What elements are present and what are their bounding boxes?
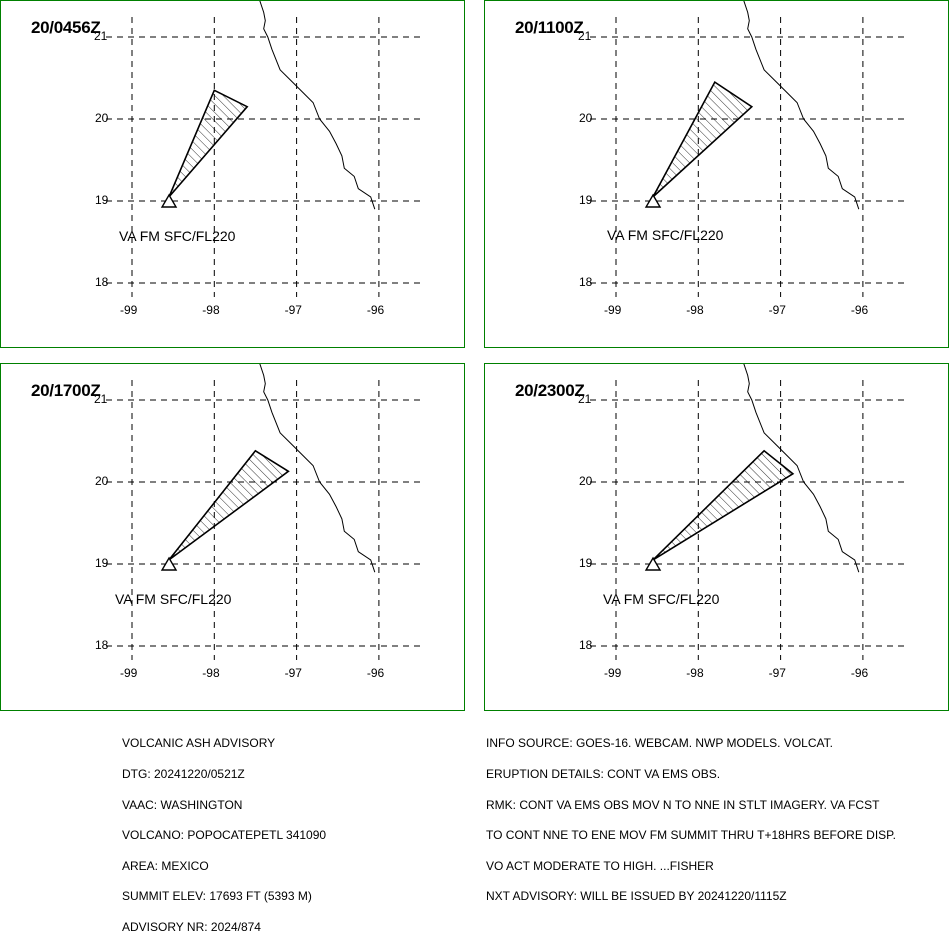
advisory-line: TO CONT NNE TO ENE MOV FM SUMMIT THRU T+… — [486, 828, 896, 843]
advisory-line: VOLCANO: POPOCATEPETL 341090 — [122, 828, 327, 843]
lat-tick-label: 21 — [578, 392, 592, 406]
lat-tick-label: 20 — [579, 111, 593, 125]
lat-tick-label: 20 — [579, 474, 593, 488]
va-label: VA FM SFC/FL220 — [119, 228, 236, 244]
advisory-line: RMK: CONT VA EMS OBS MOV N TO NNE IN STL… — [486, 797, 880, 812]
coastline — [743, 364, 860, 573]
ash-cloud-polygon — [168, 89, 249, 198]
lon-tick-label: -99 — [120, 303, 138, 317]
ash-cloud-polygon — [168, 449, 290, 561]
lon-tick-label: -99 — [604, 666, 622, 680]
lon-tick-label: -98 — [686, 303, 704, 317]
lon-tick-label: -97 — [284, 303, 302, 317]
lon-tick-label: -97 — [768, 303, 786, 317]
advisory-line: VO ACT MODERATE TO HIGH. ...FISHER — [486, 858, 714, 873]
forecast-panel-3: 20/1700Z VA FM SFC/FL220 21 20 19 18 -99 -98 -… — [0, 363, 465, 711]
map-canvas — [590, 364, 905, 660]
panel-time-label: 20/1700Z — [31, 381, 101, 400]
lon-tick-label: -96 — [366, 303, 385, 317]
advisory-line: INFO SOURCE: GOES-16. WEBCAM. NWP MODELS… — [486, 736, 833, 751]
lat-tick-label: 18 — [579, 638, 593, 652]
lat-tick-label: 18 — [95, 638, 109, 652]
volcano-icon — [644, 556, 662, 571]
lon-tick-label: -98 — [202, 303, 220, 317]
va-label: VA FM SFC/FL220 — [115, 591, 232, 607]
lat-tick-label: 21 — [94, 29, 108, 43]
lon-tick-label: -97 — [284, 666, 302, 680]
lat-tick-label: 19 — [579, 556, 593, 570]
map-canvas — [590, 1, 905, 297]
map-canvas — [106, 364, 421, 660]
lon-tick-label: -96 — [850, 303, 869, 317]
advisory-line: SUMMIT ELEV: 17693 FT (5393 M) — [122, 889, 312, 904]
lat-tick-label: 19 — [95, 193, 109, 207]
advisory-details-block: INFO SOURCE: GOES-16. WEBCAM. NWP MODELS… — [486, 718, 896, 912]
lon-tick-label: -98 — [686, 666, 704, 680]
volcano-icon — [160, 193, 178, 208]
lat-tick-label: 20 — [95, 474, 109, 488]
map-canvas — [106, 1, 421, 297]
lat-tick-label: 21 — [94, 392, 108, 406]
advisory-line: NXT ADVISORY: WILL BE ISSUED BY 20241220… — [486, 889, 787, 904]
lon-tick-label: -99 — [604, 303, 622, 317]
panel-time-label: 20/1100Z — [515, 18, 584, 37]
panel-time-label: 20/2300Z — [515, 381, 585, 400]
lon-tick-label: -98 — [202, 666, 220, 680]
advisory-line: AREA: MEXICO — [122, 858, 209, 873]
coastline — [259, 1, 376, 210]
coastline — [743, 1, 860, 210]
va-label: VA FM SFC/FL220 — [603, 591, 720, 607]
advisory-header-block: VOLCANIC ASH ADVISORY DTG: 20241220/0521… — [122, 718, 326, 942]
advisory-line: ERUPTION DETAILS: CONT VA EMS OBS. — [486, 767, 721, 781]
lat-tick-label: 18 — [95, 275, 109, 289]
lat-tick-label: 18 — [579, 275, 593, 289]
forecast-panel-2: 20/1100Z VA FM SFC/FL220 21 20 19 18 -99 -98 -… — [484, 0, 949, 348]
lon-tick-label: -96 — [366, 666, 385, 680]
advisory-line: ADVISORY NR: 2024/874 — [122, 919, 261, 934]
advisory-line: VAAC: WASHINGTON — [122, 797, 243, 812]
volcano-icon — [160, 556, 178, 571]
advisory-line: VOLCANIC ASH ADVISORY — [122, 736, 276, 751]
lon-tick-label: -96 — [850, 666, 869, 680]
forecast-panel-1: 20/0456Z VA FM SFC/FL220 21 20 19 18 -99 -98 -… — [0, 0, 465, 348]
lat-tick-label: 20 — [95, 111, 109, 125]
lat-tick-label: 19 — [579, 193, 593, 207]
ash-cloud-polygon — [652, 449, 795, 561]
ash-cloud-polygon — [652, 80, 754, 198]
va-label: VA FM SFC/FL220 — [607, 227, 724, 243]
lon-tick-label: -97 — [768, 666, 786, 680]
volcano-icon — [644, 193, 662, 208]
coastline — [259, 364, 376, 573]
advisory-line: DTG: 20241220/0521Z — [122, 767, 245, 781]
forecast-panel-4: 20/2300Z VA FM SFC/FL220 21 20 19 18 -99 -98 -… — [484, 363, 949, 711]
lat-tick-label: 21 — [578, 29, 592, 43]
lat-tick-label: 19 — [95, 556, 109, 570]
panel-time-label: 20/0456Z — [31, 18, 101, 37]
lon-tick-label: -99 — [120, 666, 138, 680]
